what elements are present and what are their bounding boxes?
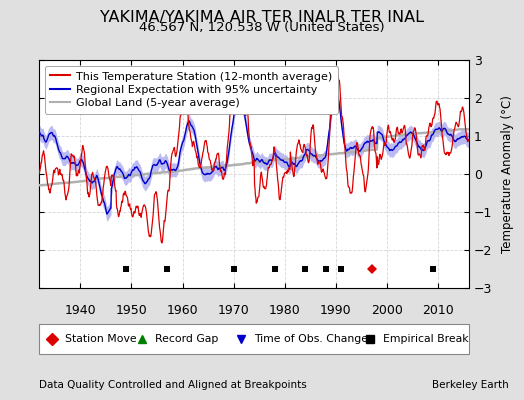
Text: Berkeley Earth: Berkeley Earth [432,380,508,390]
Text: YAKIMA/YAKIMA AIR TER INALR TER INAL: YAKIMA/YAKIMA AIR TER INALR TER INAL [100,10,424,25]
Text: 1970: 1970 [218,304,249,317]
Text: Record Gap: Record Gap [155,334,219,344]
Text: Empirical Break: Empirical Break [383,334,468,344]
Text: Time of Obs. Change: Time of Obs. Change [254,334,368,344]
Text: Data Quality Controlled and Aligned at Breakpoints: Data Quality Controlled and Aligned at B… [39,380,307,390]
Text: 2000: 2000 [371,304,403,317]
Text: 1950: 1950 [115,304,147,317]
Text: 1960: 1960 [167,304,199,317]
Y-axis label: Temperature Anomaly (°C): Temperature Anomaly (°C) [500,95,514,253]
Legend: This Temperature Station (12-month average), Regional Expectation with 95% uncer: This Temperature Station (12-month avera… [45,66,338,114]
Text: 2010: 2010 [422,304,454,317]
Text: 1990: 1990 [320,304,352,317]
Text: 1980: 1980 [269,304,301,317]
Text: 46.567 N, 120.538 W (United States): 46.567 N, 120.538 W (United States) [139,21,385,34]
FancyBboxPatch shape [39,324,469,354]
Text: Station Move: Station Move [65,334,137,344]
Text: 1940: 1940 [64,304,96,317]
